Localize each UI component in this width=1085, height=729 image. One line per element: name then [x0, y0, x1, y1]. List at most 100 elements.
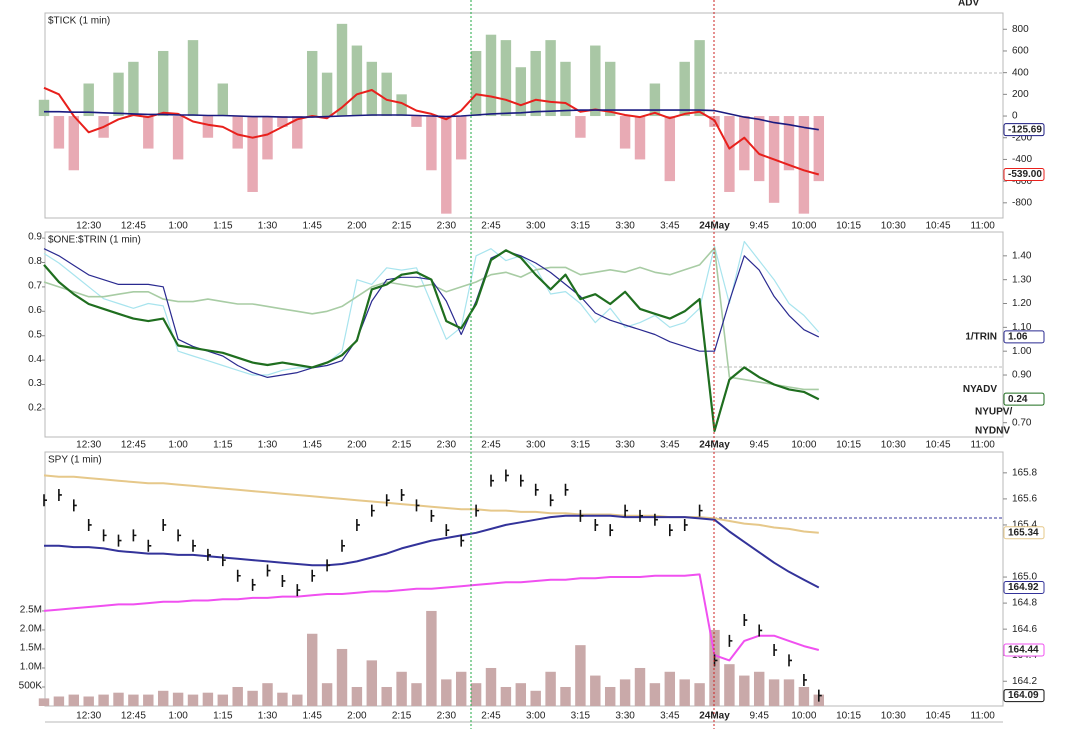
price-bar	[594, 518, 599, 531]
bar	[143, 694, 154, 706]
bar	[739, 116, 750, 171]
price-bar	[609, 524, 614, 537]
x-tick-label: 1:15	[213, 221, 233, 232]
x-tick-label: 2:15	[392, 440, 412, 451]
x-tick-label: 3:30	[615, 221, 635, 232]
price-bar	[147, 539, 152, 552]
bar	[336, 648, 348, 706]
price-tag-label: -125.69	[1008, 124, 1042, 135]
y-tick-label: 2.0M	[20, 624, 42, 635]
price-tag-label: 0.24	[1008, 394, 1028, 405]
annotation: NYDNV	[975, 426, 1010, 437]
price-bar	[669, 524, 673, 537]
price-bar	[132, 529, 137, 542]
bar	[426, 610, 437, 706]
bar	[277, 692, 288, 706]
bar	[441, 116, 452, 214]
y-tick-label: 0.2	[28, 403, 42, 414]
x-tick-label: 12:45	[121, 711, 146, 722]
bar	[247, 116, 258, 192]
chart-title: SPY (1 min)	[48, 455, 102, 466]
bar	[53, 696, 65, 706]
y-tick-label: 0.70	[1012, 417, 1032, 428]
price-bar	[296, 584, 301, 597]
series-line	[43, 249, 820, 432]
bar	[724, 664, 735, 706]
bar	[649, 683, 661, 706]
price-bar	[102, 529, 107, 542]
x-tick-label: 3:15	[571, 711, 591, 722]
price-bar	[87, 518, 92, 531]
series-line	[43, 86, 820, 176]
x-tick-label: 1:45	[302, 221, 322, 232]
price-bar	[624, 504, 629, 517]
y-tick-label: 0.3	[28, 378, 42, 389]
bar	[545, 40, 556, 117]
x-tick-label: 2:00	[347, 711, 367, 722]
price-bar	[773, 643, 778, 656]
bar	[306, 50, 318, 117]
y-tick-label: 165.6	[1012, 494, 1037, 505]
x-tick-label: 24May	[699, 440, 730, 451]
x-tick-label: 1:30	[258, 711, 278, 722]
bar	[38, 698, 50, 706]
y-tick-label: 800	[1012, 24, 1029, 35]
price-bar	[371, 504, 375, 517]
y-tick-label: 165.8	[1012, 467, 1037, 478]
price-bar	[803, 673, 807, 686]
price-bar	[177, 529, 182, 542]
bar	[187, 694, 199, 706]
x-tick-label: 1:30	[258, 221, 278, 232]
bar	[98, 694, 109, 706]
bar	[396, 94, 407, 117]
y-tick-label: 0.6	[28, 305, 42, 316]
x-tick-label: 10:30	[881, 440, 906, 451]
panel-frame	[44, 451, 1004, 707]
x-tick-label: 10:15	[836, 221, 861, 232]
x-tick-label: 12:30	[76, 221, 101, 232]
price-bar	[564, 483, 569, 496]
y-tick-label: 1.30	[1012, 274, 1032, 285]
bar	[217, 694, 229, 706]
chart-title: $TICK (1 min)	[48, 16, 110, 27]
price-bar	[326, 559, 331, 572]
bar	[113, 72, 124, 117]
x-tick-label: 10:45	[925, 711, 950, 722]
price-tag	[1003, 643, 1045, 657]
price-bar	[117, 534, 122, 547]
x-tick-label: 2:15	[392, 221, 412, 232]
price-bar	[192, 539, 196, 552]
x-tick-label: 2:15	[392, 711, 412, 722]
bar	[634, 116, 646, 160]
bar	[262, 683, 273, 706]
bar	[634, 667, 646, 706]
y-tick-label: 1.0M	[20, 662, 42, 673]
bar	[768, 679, 780, 706]
x-tick-label: 24May	[699, 221, 730, 232]
x-tick-label: 11:00	[971, 221, 996, 232]
bar	[381, 72, 392, 117]
price-bar	[251, 578, 256, 591]
bar	[157, 50, 169, 117]
bar	[455, 116, 467, 160]
price-bar	[549, 494, 554, 507]
x-tick-label: 2:30	[437, 221, 457, 232]
price-bar	[639, 509, 643, 522]
price-tag	[1003, 526, 1045, 540]
price-bar	[579, 509, 584, 522]
x-tick-label: 1:45	[302, 440, 322, 451]
bar	[68, 694, 80, 706]
y-tick-label: 165.4	[1012, 520, 1037, 531]
x-tick-label: 1:00	[168, 440, 188, 451]
bar	[709, 629, 720, 706]
y-tick-label: 1.5M	[20, 643, 42, 654]
bar	[321, 683, 333, 706]
y-tick-label: -200	[1012, 132, 1032, 143]
x-tick-label: 10:30	[881, 711, 906, 722]
bar	[530, 690, 541, 706]
bar	[470, 50, 482, 117]
x-tick-label: 3:15	[571, 440, 591, 451]
price-bar	[356, 518, 360, 531]
x-tick-label: 2:45	[481, 711, 501, 722]
bar	[247, 690, 258, 706]
